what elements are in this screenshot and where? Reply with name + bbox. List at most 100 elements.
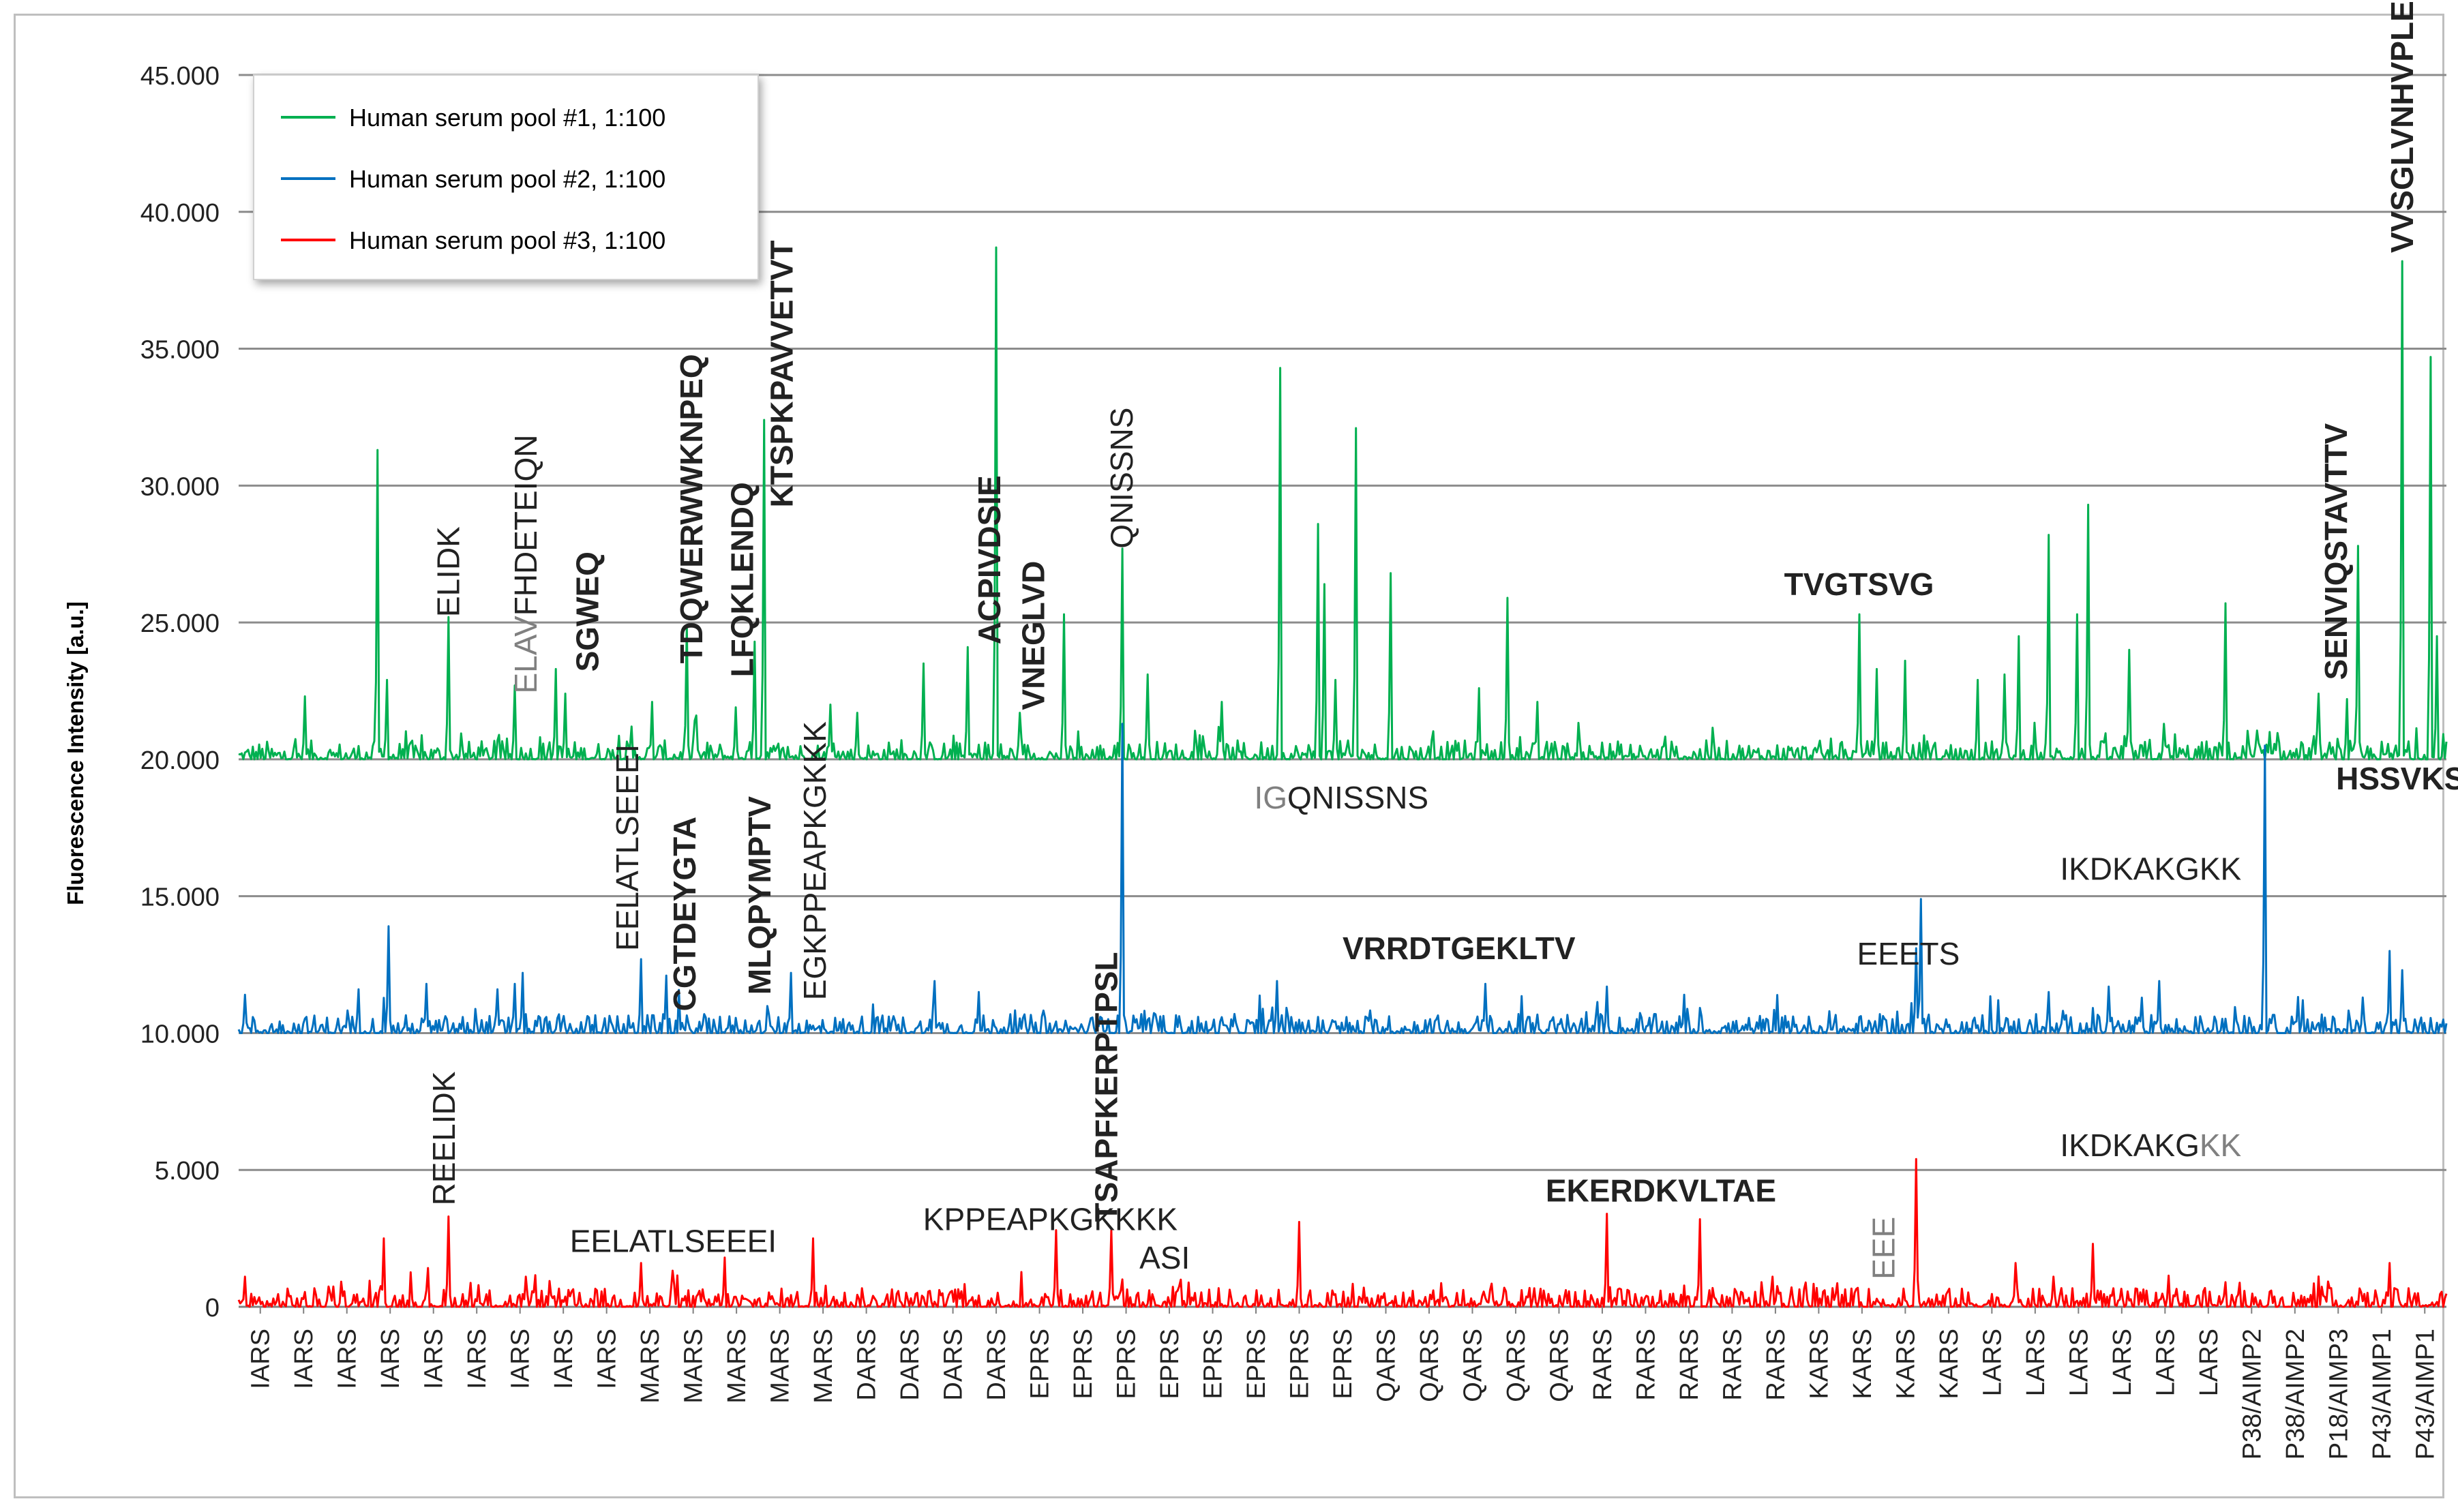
x-tick-label: LARS: [2195, 1329, 2223, 1396]
x-tick-label: EPRS: [1199, 1329, 1228, 1399]
x-tick-labels: IARS IARS IARS IARS IARS IARS IARS IARS IARS MARS…: [247, 1307, 2440, 1460]
peptide-annotation: SENVIQSTAVTTV: [2318, 423, 2354, 680]
peptide-annotation: ACPIVDSIE: [972, 475, 1007, 644]
x-tick-label: IARS: [550, 1329, 578, 1389]
peptide-annotation: IKDKAKGKK: [2060, 1128, 2241, 1163]
peptide-annotation: KTSPKPAVVETVT: [764, 241, 800, 508]
x-tick-label: LARS: [1978, 1329, 2007, 1396]
x-tick-label: RARS: [1589, 1329, 1617, 1401]
x-tick-label: IARS: [247, 1329, 275, 1389]
series-lines: [237, 246, 2448, 1308]
x-tick-label: RARS: [1762, 1329, 1790, 1401]
x-tick-label: DARS: [853, 1329, 882, 1401]
x-tick-label: QARS: [1458, 1329, 1487, 1402]
peptide-annotation: ELIDK: [431, 526, 466, 617]
peptide-annotation: EKERDKVLTAE: [1546, 1173, 1776, 1208]
x-tick-label: P43/AIMP1: [2368, 1329, 2397, 1460]
y-tick-label: 10.000: [140, 1020, 220, 1048]
series-line-1: [238, 246, 2448, 761]
y-tick-label: 25.000: [140, 609, 220, 638]
x-tick-label: IARS: [593, 1329, 622, 1389]
x-tick-label: KARS: [1848, 1329, 1877, 1399]
x-tick-label: RARS: [1632, 1329, 1660, 1401]
peptide-annotation: CGTDEYGTA: [667, 817, 702, 1011]
y-tick-label: 0: [205, 1294, 220, 1322]
legend-box: [253, 74, 759, 280]
x-tick-label: IARS: [333, 1329, 362, 1389]
x-tick-label: EPRS: [1156, 1329, 1184, 1399]
peptide-annotation: EGKPPEAPKGKKK: [797, 721, 833, 1000]
x-tick-label: P38/AIMP2: [2238, 1329, 2266, 1460]
peptide-annotation: QNISSNS: [1104, 408, 1139, 549]
x-tick-label: IARS: [290, 1329, 318, 1389]
legend-label: Human serum pool #1, 1:100: [349, 104, 665, 132]
x-tick-label: LARS: [2022, 1329, 2050, 1396]
x-tick-label: KARS: [1935, 1329, 1964, 1399]
legend: Human serum pool #1, 1:100 Human serum po…: [253, 74, 759, 280]
x-tick-label: IARS: [376, 1329, 405, 1389]
x-tick-label: IARS: [507, 1329, 535, 1389]
x-tick-label: MARS: [766, 1329, 795, 1404]
x-tick-label: IARS: [463, 1329, 492, 1389]
peptide-annotation: EELATLSEEEI: [610, 744, 645, 951]
y-tick-label: 5.000: [155, 1157, 220, 1185]
x-tick-label: EPRS: [1286, 1329, 1315, 1399]
peptide-annotation: EEE: [1865, 1217, 1901, 1280]
peptide-annotation: HSSVKS: [2336, 761, 2458, 796]
peptide-annotation: TDQWERWWKNPEQ: [674, 354, 709, 663]
x-tick-label: RARS: [1675, 1329, 1704, 1401]
peptide-annotation: KPPEAPKGKKKK: [923, 1202, 1178, 1237]
peptide-annotation: IGQNISSNS: [1254, 780, 1428, 815]
peptide-annotation: EEETS: [1857, 936, 1960, 971]
x-tick-label: QARS: [1545, 1329, 1574, 1402]
legend-label: Human serum pool #3, 1:100: [349, 226, 665, 254]
y-tick-label: 45.000: [140, 62, 220, 91]
x-tick-label: QARS: [1502, 1329, 1531, 1402]
series-line-3: [237, 1158, 2448, 1308]
peptide-annotation: TSAPFKERPTPSL: [1089, 952, 1124, 1222]
x-tick-label: MARS: [809, 1329, 838, 1404]
peptide-annotation: ASI: [1139, 1240, 1190, 1275]
x-tick-label: MARS: [680, 1329, 708, 1404]
y-axis-label: Fluorescence Intensity [a.u.]: [63, 601, 88, 905]
x-tick-label: MARS: [636, 1329, 665, 1404]
figure-frame: [14, 14, 2444, 1498]
x-tick-label: EPRS: [1069, 1329, 1098, 1399]
y-tick-label: 15.000: [140, 883, 220, 912]
peptide-annotation: REELIDK: [426, 1071, 462, 1205]
x-tick-label: RARS: [1718, 1329, 1747, 1401]
peptide-annotation: IKDKAKGKK: [2060, 851, 2241, 887]
x-tick-label: DARS: [940, 1329, 968, 1401]
y-tick-label: 30.000: [140, 472, 220, 501]
peptide-annotation: ELAVFHDETEIQN: [508, 435, 543, 694]
x-tick-label: LARS: [2151, 1329, 2180, 1396]
peptide-annotation: LFQKLENDQ: [724, 482, 760, 677]
x-tick-label: LARS: [2065, 1329, 2093, 1396]
series-line-2: [237, 723, 2448, 1034]
x-tick-label: MARS: [723, 1329, 751, 1404]
x-tick-label: LARS: [2108, 1329, 2137, 1396]
y-tick-label: 40.000: [140, 199, 220, 228]
peptide-annotation: SGWEQ: [570, 551, 605, 671]
peptide-annotation: VRRDTGEKLTV: [1343, 931, 1576, 966]
x-tick-label: P38/AIMP2: [2281, 1329, 2310, 1460]
x-tick-label: KARS: [1805, 1329, 1833, 1399]
peptide-annotations: ELIDK ELAVFHDETEIQN SGWEQ TDQWERWWKNPEQ LFQK…: [426, 0, 2458, 1280]
peptide-annotation: VNEGLVD: [1016, 561, 1051, 710]
x-tick-label: P43/AIMP1: [2411, 1329, 2440, 1460]
peptide-annotation: TVGTSVG: [1784, 566, 1934, 602]
x-tick-label: KARS: [1891, 1329, 1920, 1399]
peptide-annotation: VVSGLVNHVPLEQ: [2384, 0, 2420, 253]
x-tick-label: P18/AIMP3: [2324, 1329, 2353, 1460]
x-tick-label: EPRS: [1113, 1329, 1141, 1399]
x-tick-label: QARS: [1372, 1329, 1400, 1402]
x-tick-label: DARS: [896, 1329, 925, 1401]
peptide-annotation: MLQPYMPTV: [742, 796, 777, 995]
x-tick-label: EPRS: [1242, 1329, 1271, 1399]
x-tick-label: EPRS: [1026, 1329, 1055, 1399]
x-tick-label: EPRS: [1329, 1329, 1358, 1399]
peptide-annotation: EELATLSEEEI: [570, 1224, 777, 1259]
y-tick-label: 20.000: [140, 746, 220, 775]
legend-label: Human serum pool #2, 1:100: [349, 165, 665, 193]
